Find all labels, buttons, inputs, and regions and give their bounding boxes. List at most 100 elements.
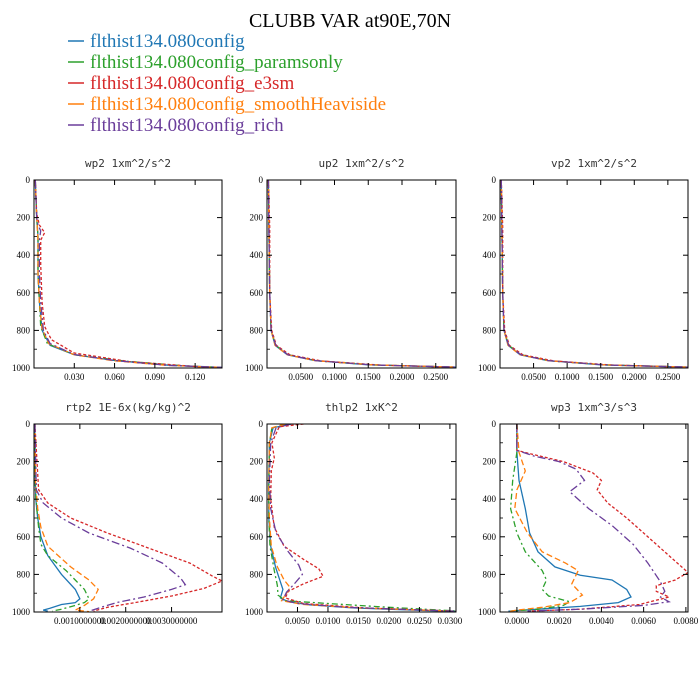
x-tick-label: 0.1500: [356, 372, 381, 382]
panel-title: up2 1xm^2/s^2: [318, 157, 404, 170]
y-tick-label: 1000: [478, 363, 497, 373]
series-line: [267, 180, 456, 368]
x-tick-label: 0.1500: [588, 372, 613, 382]
x-tick-label: 0.0500: [521, 372, 546, 382]
series-line: [34, 424, 99, 612]
legend-label: flthist134.080config: [90, 31, 245, 52]
chart-panel: thlp2 1xK^2 0 200 400 600 800 1000 0.0050 0.0100…: [245, 401, 463, 626]
series-line: [267, 180, 456, 368]
chart-panel: rtp2 1E-6x(kg/kg)^2 0 200 400 600 800 1000 0.00…: [12, 401, 223, 626]
panel-title: thlp2 1xK^2: [325, 401, 398, 414]
x-tick-label: 0.2500: [655, 372, 680, 382]
legend: flthist134.080config flthist134.080config…: [68, 31, 386, 136]
x-tick-label: 0.0100: [316, 616, 341, 626]
series-line: [500, 180, 688, 368]
series-line: [270, 424, 456, 612]
x-tick-label: 0.2500: [423, 372, 448, 382]
series-line: [34, 180, 222, 368]
x-tick-label: 0.0020: [547, 616, 572, 626]
series-line: [500, 180, 688, 368]
series-line: [508, 424, 632, 612]
chart-panel: up2 1xm^2/s^2 0 200 400 600 800 1000 0.0500 0.10…: [245, 157, 457, 382]
y-tick-label: 800: [250, 325, 264, 335]
y-tick-label: 1000: [478, 607, 497, 617]
panels-grid: wp2 1xm^2/s^2 0 200 400 600 800 1000 0.030 0.060…: [12, 157, 699, 626]
series-line: [268, 424, 456, 612]
plot-frame: [33, 179, 223, 369]
y-tick-label: 0: [26, 175, 31, 185]
figure-title: CLUBB VAR at90E,70N: [249, 10, 451, 32]
chart-panel: wp2 1xm^2/s^2 0 200 400 600 800 1000 0.030 0.060…: [12, 157, 223, 382]
y-tick-label: 0: [259, 419, 264, 429]
series-line: [34, 180, 222, 368]
x-tick-label: 0.0060: [631, 616, 656, 626]
y-tick-label: 400: [483, 494, 497, 504]
y-tick-label: 600: [17, 288, 31, 298]
series-line: [268, 424, 456, 612]
x-tick-label: 0.1000: [555, 372, 580, 382]
series-line: [34, 424, 81, 612]
x-tick-label: 0.0020000000: [100, 616, 152, 626]
y-tick-label: 600: [17, 532, 31, 542]
x-tick-label: 0.0300: [438, 616, 463, 626]
series-line: [34, 180, 222, 368]
y-tick-label: 0: [259, 175, 264, 185]
y-tick-label: 600: [483, 532, 497, 542]
x-tick-label: 0.0200: [377, 616, 402, 626]
series-line: [500, 180, 688, 368]
series-line: [267, 180, 456, 368]
legend-label: flthist134.080config_smoothHeaviside: [90, 94, 386, 115]
y-tick-label: 400: [250, 494, 264, 504]
y-tick-label: 0: [492, 419, 497, 429]
plot-frame: [499, 423, 689, 613]
y-tick-label: 1000: [12, 607, 31, 617]
series-line: [268, 424, 456, 612]
x-tick-label: 0.030: [64, 372, 85, 382]
series-line: [34, 180, 222, 368]
plot-frame: [266, 423, 457, 613]
y-tick-label: 0: [26, 419, 31, 429]
plot-frame: [33, 423, 223, 613]
x-tick-label: 0.0010000000: [54, 616, 106, 626]
series-line: [34, 180, 222, 368]
x-tick-label: 0.2000: [622, 372, 647, 382]
y-tick-label: 600: [483, 288, 497, 298]
y-tick-label: 400: [17, 250, 31, 260]
series-line: [508, 424, 584, 612]
x-tick-label: 0.090: [145, 372, 166, 382]
x-tick-label: 0.0500: [288, 372, 313, 382]
panel-title: wp3 1xm^3/s^3: [551, 401, 637, 414]
y-tick-label: 600: [250, 288, 264, 298]
y-tick-label: 400: [17, 494, 31, 504]
x-tick-label: 0.0040: [589, 616, 614, 626]
chart-panel: wp3 1xm^3/s^3 0 200 400 600 800 1000 0.0000 0.00…: [478, 401, 699, 626]
series-line: [34, 424, 90, 612]
y-tick-label: 1000: [12, 363, 31, 373]
y-tick-label: 200: [17, 213, 31, 223]
x-tick-label: 0.1000: [322, 372, 347, 382]
y-tick-label: 800: [483, 569, 497, 579]
y-tick-label: 400: [250, 250, 264, 260]
y-tick-label: 800: [17, 325, 31, 335]
x-tick-label: 0.2000: [390, 372, 415, 382]
y-tick-label: 600: [250, 532, 264, 542]
series-line: [509, 424, 572, 612]
x-tick-label: 0.0080: [674, 616, 699, 626]
x-tick-label: 0.120: [185, 372, 206, 382]
plot-frame: [266, 179, 457, 369]
y-tick-label: 800: [250, 569, 264, 579]
panel-title: rtp2 1E-6x(kg/kg)^2: [65, 401, 191, 414]
series-line: [500, 180, 688, 368]
series-line: [267, 180, 456, 368]
series-line: [500, 180, 688, 368]
series-line: [268, 424, 456, 612]
y-tick-label: 0: [492, 175, 497, 185]
series-line: [34, 424, 222, 612]
y-tick-label: 400: [483, 250, 497, 260]
panel-title: vp2 1xm^2/s^2: [551, 157, 637, 170]
y-tick-label: 1000: [245, 363, 264, 373]
y-tick-label: 200: [483, 457, 497, 467]
x-tick-label: 0.060: [104, 372, 125, 382]
series-line: [267, 180, 456, 368]
